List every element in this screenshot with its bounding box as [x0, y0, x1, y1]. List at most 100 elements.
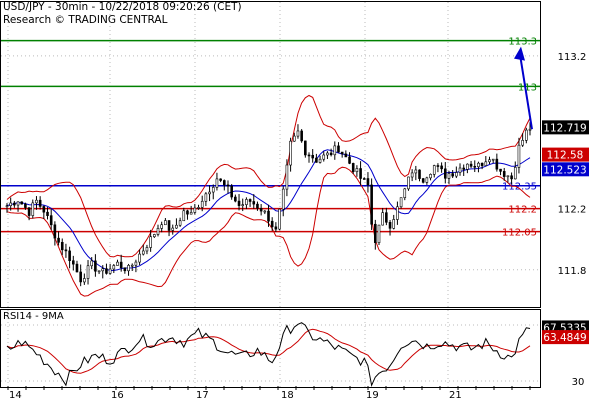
level-label: 113.3 — [508, 37, 537, 48]
candle-body — [337, 145, 340, 153]
candle-body — [351, 163, 355, 172]
candle-body — [200, 200, 204, 208]
candle-body — [517, 144, 521, 168]
candle-body — [68, 250, 71, 262]
candle-body — [451, 173, 454, 177]
candle-body — [101, 268, 105, 272]
candle-body — [53, 224, 57, 239]
candle-body — [75, 263, 79, 273]
value-tag-label: 112.719 — [543, 122, 586, 134]
candle-body — [307, 154, 311, 157]
candle-body — [226, 184, 230, 187]
candle-body — [388, 221, 392, 229]
candle-body — [71, 260, 75, 265]
candle-body — [506, 175, 510, 178]
candle-body — [318, 158, 322, 163]
candle-body — [141, 250, 145, 255]
candle-body — [186, 210, 189, 215]
candle-body — [377, 224, 381, 243]
candle-body — [528, 128, 532, 131]
x-tick-label: 21 — [449, 390, 462, 400]
candle-body — [219, 178, 222, 181]
candle-body — [90, 260, 94, 267]
rsi-panel-title: RSI14 - 9MA — [3, 311, 64, 322]
candle-body — [311, 154, 314, 159]
level-label: 112.05 — [502, 228, 537, 239]
bollinger-upper-line — [6, 94, 531, 258]
x-tick-label: 18 — [281, 390, 294, 400]
candle-body — [234, 196, 237, 202]
candle-body — [204, 193, 208, 202]
value-tag-label: 112.58 — [547, 150, 584, 162]
candle-body — [510, 175, 513, 180]
candle-body — [134, 261, 138, 266]
candle-body — [211, 187, 215, 193]
candle-body — [79, 271, 82, 283]
candle-body — [256, 203, 259, 209]
candle-body — [64, 249, 68, 252]
candle-body — [502, 171, 506, 177]
level-label: 112.2 — [508, 205, 537, 216]
candle-body — [381, 212, 384, 226]
value-tag — [542, 147, 589, 162]
y-tick-label: 112.2 — [558, 205, 587, 216]
candle-body — [521, 140, 524, 146]
candle-body — [484, 161, 488, 166]
x-tick-label: 14 — [9, 390, 22, 400]
value-tag-label: 63.4849 — [543, 332, 586, 344]
candle-body — [488, 159, 491, 163]
projection-arrowhead — [514, 46, 525, 61]
candle-body — [83, 278, 86, 283]
rsi-panel-frame — [0, 309, 541, 388]
candle-body — [469, 163, 473, 167]
candle-body — [215, 178, 219, 188]
candle-body — [105, 268, 108, 274]
candle-body — [289, 140, 292, 166]
level-label: 113 — [518, 82, 537, 93]
candle-body — [20, 201, 24, 205]
rsi-y-tick-label: 30 — [572, 377, 585, 388]
candle-body — [119, 261, 123, 269]
candle-body — [94, 260, 97, 272]
candle-body — [127, 265, 130, 272]
candle-body — [245, 199, 248, 205]
candle-body — [414, 169, 418, 174]
candle-body — [274, 226, 278, 230]
candle-body — [38, 199, 42, 207]
candle-body — [189, 212, 193, 215]
candle-body — [97, 270, 101, 273]
candle-body — [116, 261, 119, 266]
candle-body — [326, 152, 329, 156]
candle-body — [285, 164, 289, 190]
candle-body — [42, 206, 46, 213]
candle-body — [340, 151, 344, 155]
candle-body — [292, 135, 296, 142]
candle-body — [425, 177, 429, 183]
candle-body — [160, 224, 163, 229]
candle-body — [123, 267, 127, 272]
candle-body — [281, 188, 285, 210]
candle-body — [167, 220, 171, 231]
candle-body — [13, 202, 16, 206]
candle-body — [108, 268, 112, 274]
candle-body — [263, 210, 267, 213]
candle-body — [5, 205, 9, 207]
candle-body — [418, 169, 421, 179]
candle-body — [407, 176, 410, 190]
candle-body — [410, 172, 414, 178]
candle-body — [355, 168, 359, 172]
candle-body — [9, 202, 12, 206]
candle-body — [112, 265, 116, 270]
candle-body — [223, 180, 226, 186]
candle-body — [359, 168, 362, 179]
candle-body — [491, 158, 495, 161]
candle-body — [182, 210, 186, 222]
candle-body — [322, 154, 326, 160]
candle-body — [171, 227, 175, 231]
price-panel-frame — [0, 1, 541, 308]
candle-body — [315, 157, 318, 163]
candle-body — [455, 172, 458, 177]
candle-body — [24, 203, 27, 208]
candle-body — [164, 220, 167, 226]
value-tag — [542, 162, 589, 177]
